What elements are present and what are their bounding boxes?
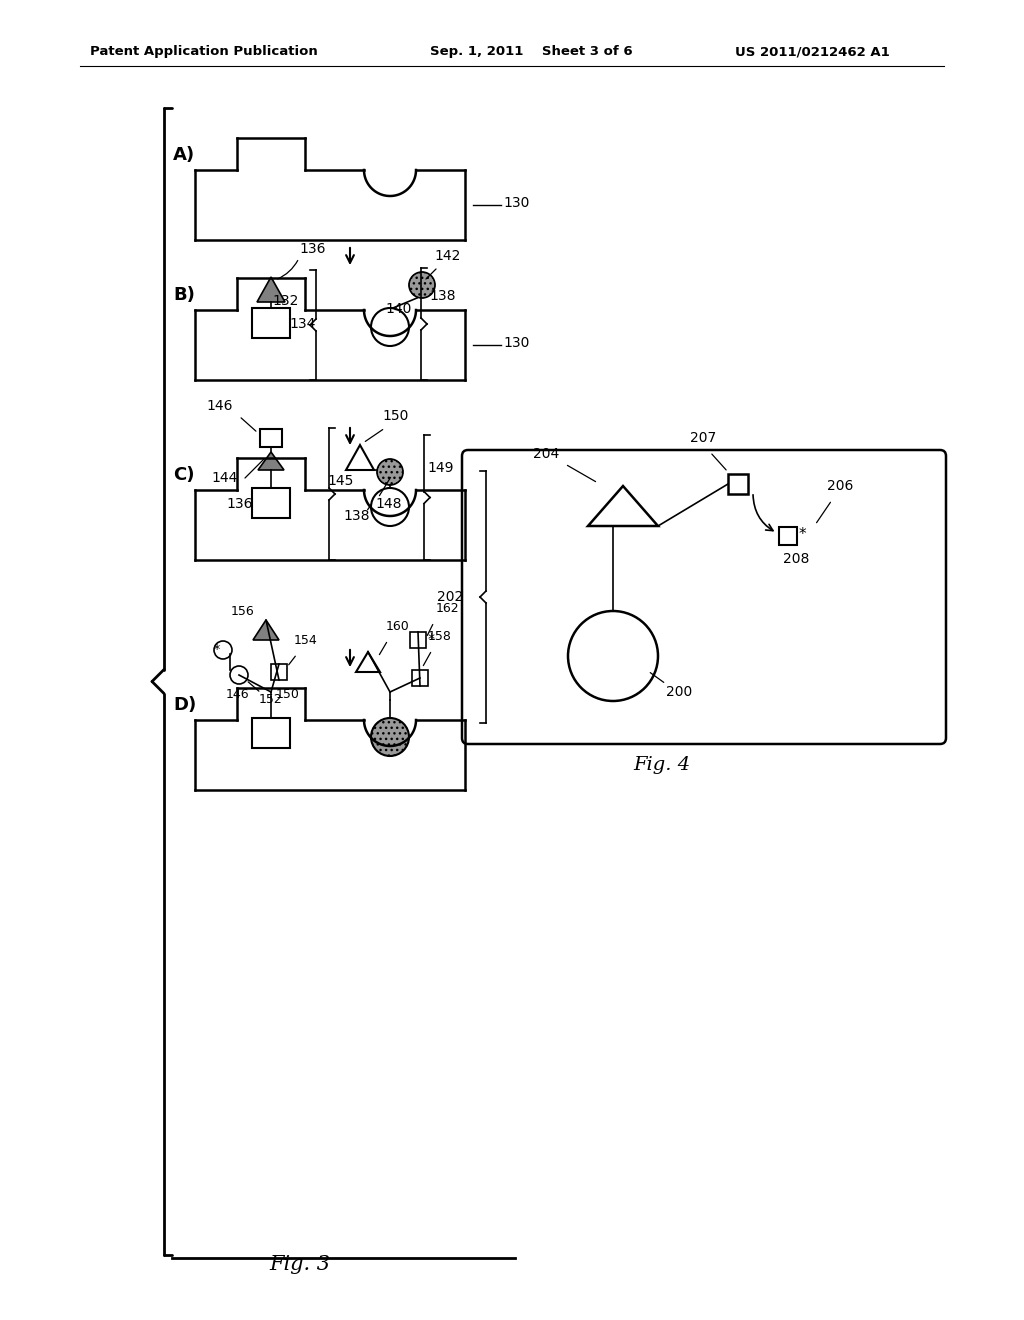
Text: 144: 144	[211, 471, 238, 484]
Text: 206: 206	[827, 479, 853, 492]
Text: 134: 134	[289, 317, 315, 331]
Circle shape	[377, 459, 403, 484]
Text: 130: 130	[503, 337, 529, 350]
Bar	[728, 474, 748, 494]
Text: *: *	[428, 632, 435, 645]
Circle shape	[409, 272, 435, 298]
Text: Fig. 3: Fig. 3	[269, 1255, 331, 1274]
Text: 136: 136	[299, 242, 326, 256]
Text: *: *	[799, 527, 807, 541]
Text: 200: 200	[666, 685, 692, 700]
Text: 132: 132	[272, 294, 298, 308]
Text: 138: 138	[343, 510, 370, 523]
Text: 162: 162	[436, 602, 460, 615]
Text: 148: 148	[375, 498, 401, 511]
Text: 152: 152	[259, 693, 283, 706]
Text: Fig. 4: Fig. 4	[633, 756, 690, 774]
Text: 202: 202	[437, 590, 463, 605]
Text: 160: 160	[386, 620, 410, 634]
Text: *: *	[214, 643, 220, 656]
Text: 140: 140	[385, 302, 412, 315]
Text: 138: 138	[429, 289, 456, 304]
Bar	[410, 632, 426, 648]
Bar	[779, 527, 797, 545]
Circle shape	[371, 718, 409, 756]
Bar	[412, 671, 428, 686]
Text: Patent Application Publication: Patent Application Publication	[90, 45, 317, 58]
Text: B): B)	[173, 286, 195, 304]
Text: 204: 204	[534, 447, 559, 461]
Text: US 2011/0212462 A1: US 2011/0212462 A1	[735, 45, 890, 58]
Text: 208: 208	[783, 552, 809, 566]
Bar	[252, 308, 290, 338]
Text: 158: 158	[428, 630, 452, 643]
Polygon shape	[253, 620, 279, 640]
Text: 149: 149	[427, 461, 454, 475]
Bar	[252, 718, 290, 748]
Text: 146: 146	[206, 399, 232, 413]
Polygon shape	[258, 451, 284, 470]
Text: 145: 145	[327, 474, 353, 488]
Text: 130: 130	[503, 195, 529, 210]
Text: Sep. 1, 2011    Sheet 3 of 6: Sep. 1, 2011 Sheet 3 of 6	[430, 45, 633, 58]
Text: A): A)	[173, 147, 196, 164]
Text: 207: 207	[690, 432, 716, 445]
Text: 154: 154	[294, 634, 317, 647]
Bar	[252, 488, 290, 517]
Polygon shape	[257, 277, 285, 302]
Text: 150: 150	[276, 688, 300, 701]
Text: 142: 142	[434, 249, 461, 263]
Text: 146: 146	[226, 688, 250, 701]
Text: C): C)	[173, 466, 195, 484]
Bar	[271, 664, 287, 680]
Text: 156: 156	[231, 605, 255, 618]
Bar	[260, 429, 282, 447]
Text: D): D)	[173, 696, 197, 714]
Text: 136: 136	[226, 498, 253, 511]
Text: 150: 150	[382, 409, 409, 422]
